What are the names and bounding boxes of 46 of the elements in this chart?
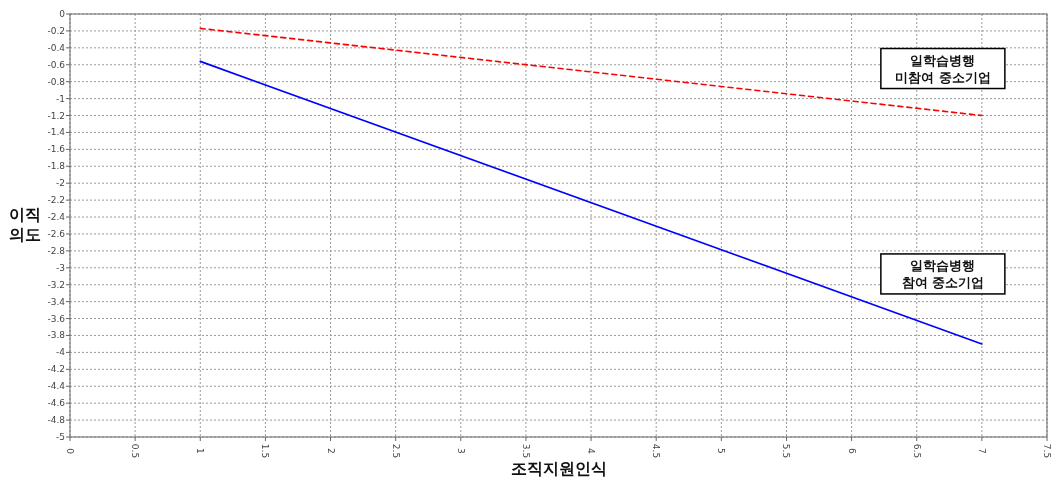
x-tick-label: 5.5 <box>781 443 792 459</box>
y-tick-label: -2 <box>56 178 65 189</box>
series-label: 일학습병행 참여 중소기업 <box>901 257 985 290</box>
y-tick-label: -4 <box>56 347 66 358</box>
y-tick-label: -0.6 <box>47 59 66 70</box>
y-tick-label: -4.2 <box>47 364 65 375</box>
y-tick-label: -3.6 <box>47 313 66 324</box>
y-tick-label: -0.2 <box>47 25 65 36</box>
x-tick-label: 6.5 <box>911 443 922 459</box>
x-tick-label: 3.5 <box>520 443 531 459</box>
y-tick-label: -3.4 <box>47 296 66 307</box>
x-tick-label: 0 <box>65 448 75 455</box>
x-tick-label: 2 <box>325 448 336 454</box>
y-tick-label: -2.6 <box>47 228 66 239</box>
y-tick-label: -1.8 <box>47 161 66 172</box>
y-tick-label: -1.4 <box>47 127 66 138</box>
y-tick-label: -0.4 <box>47 42 66 53</box>
y-tick-label: -2.8 <box>47 245 66 256</box>
x-tick-label: 4 <box>586 448 597 455</box>
y-tick-label: 0 <box>59 9 66 19</box>
x-tick-label: 7 <box>976 448 987 454</box>
x-tick-label: 7.5 <box>1042 443 1051 459</box>
x-tick-label: 4.5 <box>651 443 662 459</box>
y-tick-label: -1.6 <box>47 144 66 155</box>
x-tick-label: 1 <box>195 448 206 454</box>
x-axis-title: 조직지원인식 <box>510 459 607 478</box>
series-label: 일학습병행 미참여 중소기업 <box>895 52 991 85</box>
y-tick-label: -3.8 <box>47 330 66 341</box>
y-tick-label: -0.8 <box>47 76 66 87</box>
y-tick-label: -3 <box>56 262 65 273</box>
y-tick-label: -2.2 <box>47 195 65 206</box>
x-tick-label: 6 <box>846 448 857 455</box>
y-tick-label: -5 <box>56 432 65 442</box>
y-tick-label: -1.2 <box>47 110 65 121</box>
x-tick-label: 5 <box>716 448 727 454</box>
x-tick-label: 1.5 <box>260 443 271 459</box>
y-axis-title: 이직 의도 <box>9 205 41 244</box>
y-tick-label: -1 <box>56 93 65 104</box>
y-tick-label: -3.2 <box>47 279 65 290</box>
y-tick-label: -4.8 <box>47 415 66 426</box>
y-tick-label: -4.4 <box>47 381 66 392</box>
x-tick-label: 2.5 <box>390 443 401 459</box>
y-tick-label: -2.4 <box>47 212 66 223</box>
y-tick-label: -4.6 <box>47 398 66 409</box>
x-tick-label: 0.5 <box>130 443 141 459</box>
x-tick-label: 3 <box>455 448 466 454</box>
